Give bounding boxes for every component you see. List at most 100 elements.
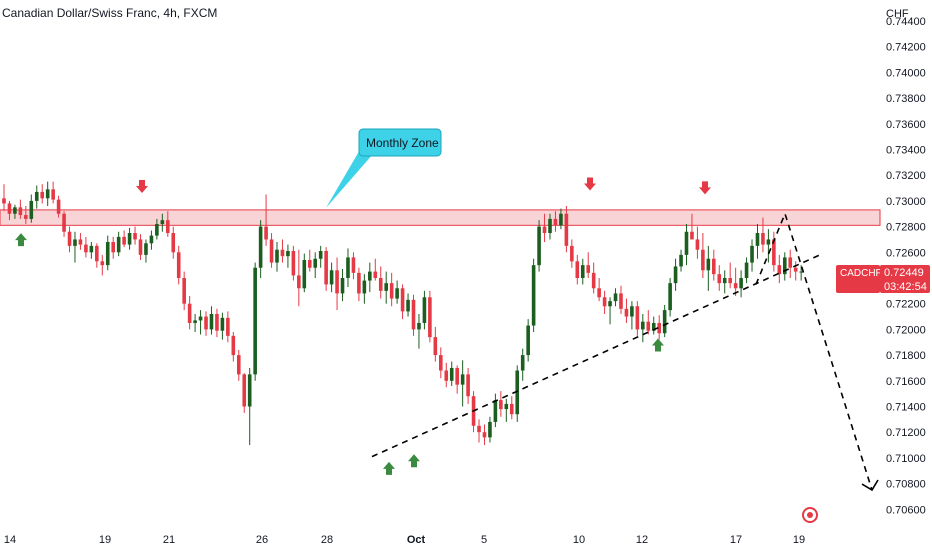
logo-icon: [802, 507, 818, 523]
candle: [586, 265, 591, 273]
time-tick-label: 5: [481, 534, 487, 546]
candle: [531, 265, 536, 326]
candle: [198, 316, 203, 321]
candle: [537, 226, 541, 266]
time-tick-label: 17: [730, 534, 742, 546]
candle: [378, 278, 383, 291]
candle: [460, 374, 465, 385]
time-tick-label: 28: [321, 534, 333, 546]
candle: [406, 299, 410, 312]
monthly-zone-callout[interactable]: Monthly Zone: [326, 128, 442, 208]
candle: [761, 233, 765, 245]
candle: [155, 224, 159, 236]
price-tick-label: 0.73800: [886, 93, 926, 105]
price-tick-label: 0.70800: [886, 479, 926, 491]
candle: [171, 233, 176, 253]
candle: [236, 355, 241, 375]
time-axis[interactable]: 14 19 21 26 28 Oct 5 10 12 17 19: [4, 534, 805, 546]
price-tick-label: 0.73400: [886, 145, 926, 157]
candle: [226, 317, 230, 336]
candle: [782, 257, 787, 275]
down-arrow-icon: [136, 180, 148, 194]
candle: [84, 244, 88, 253]
candle: [40, 191, 45, 199]
candle: [105, 242, 110, 266]
candle: [45, 189, 50, 199]
candle: [138, 239, 143, 255]
candle: [482, 432, 487, 438]
candle: [357, 272, 361, 294]
candle: [318, 251, 323, 259]
candle: [346, 257, 350, 278]
candle: [149, 235, 154, 244]
candle: [624, 308, 629, 317]
candle: [280, 249, 285, 257]
price-tick-label: 0.71600: [886, 376, 926, 388]
candle: [613, 293, 618, 302]
up-arrow-icon: [408, 454, 420, 468]
candle: [34, 191, 39, 201]
price-tick-label: 0.73600: [886, 119, 926, 131]
candle: [602, 297, 607, 307]
callout-box: [358, 128, 442, 157]
time-tick-label: 26: [256, 534, 268, 546]
price-axis[interactable]: CHF 0.74400 0.74200 0.74000 0.73800 0.73600 0…: [886, 8, 926, 516]
candle: [722, 278, 727, 284]
candle: [542, 226, 547, 234]
monthly-zone: [0, 209, 881, 226]
candle: [619, 293, 623, 309]
candle: [799, 271, 803, 273]
candle: [553, 218, 558, 226]
candle: [100, 261, 105, 266]
candles: [2, 181, 803, 446]
candle: [466, 374, 470, 397]
price-tick-label: 0.73000: [886, 196, 926, 208]
candle: [302, 260, 307, 289]
price-tag-value-box: [880, 265, 930, 293]
candle: [389, 283, 394, 299]
candle: [89, 245, 94, 253]
candle: [291, 251, 296, 276]
candle: [477, 425, 481, 433]
candle: [690, 231, 694, 240]
candle: [526, 325, 530, 356]
price-tick-label: 0.74200: [886, 42, 926, 54]
candle: [449, 367, 454, 381]
candle: [580, 265, 585, 278]
candle: [242, 374, 247, 407]
price-tick-label: 0.74000: [886, 67, 926, 79]
price-tick-label: 0.70600: [886, 504, 926, 516]
candle: [591, 272, 596, 289]
candle: [772, 239, 776, 266]
candle: [706, 258, 711, 271]
candle: [2, 198, 6, 204]
candle: [728, 278, 732, 284]
candle: [499, 400, 503, 410]
price-tick-label: 0.72200: [886, 299, 926, 311]
chart-title: Canadian Dollar/Swiss Franc, 4h, FXCM: [2, 6, 218, 20]
candle: [144, 243, 148, 255]
candle: [215, 313, 219, 331]
projection-arrowhead: [861, 479, 879, 492]
candle: [384, 283, 388, 291]
candle: [597, 288, 601, 298]
candle: [187, 303, 192, 323]
candle: [160, 220, 165, 225]
candle: [166, 220, 170, 234]
time-tick-label: 19: [99, 534, 111, 546]
candle: [668, 283, 672, 311]
price-tick-label: 0.71000: [886, 453, 926, 465]
candle: [433, 337, 438, 356]
callout-label: Monthly Zone: [366, 136, 439, 150]
candle: [62, 213, 66, 232]
candle: [444, 370, 449, 381]
candle: [133, 233, 137, 240]
candle: [515, 370, 520, 415]
candle: [182, 278, 186, 304]
candle: [7, 203, 12, 214]
candle: [116, 236, 121, 253]
trend-lines: [371, 211, 879, 492]
candle: [258, 226, 263, 268]
candle: [307, 260, 312, 268]
